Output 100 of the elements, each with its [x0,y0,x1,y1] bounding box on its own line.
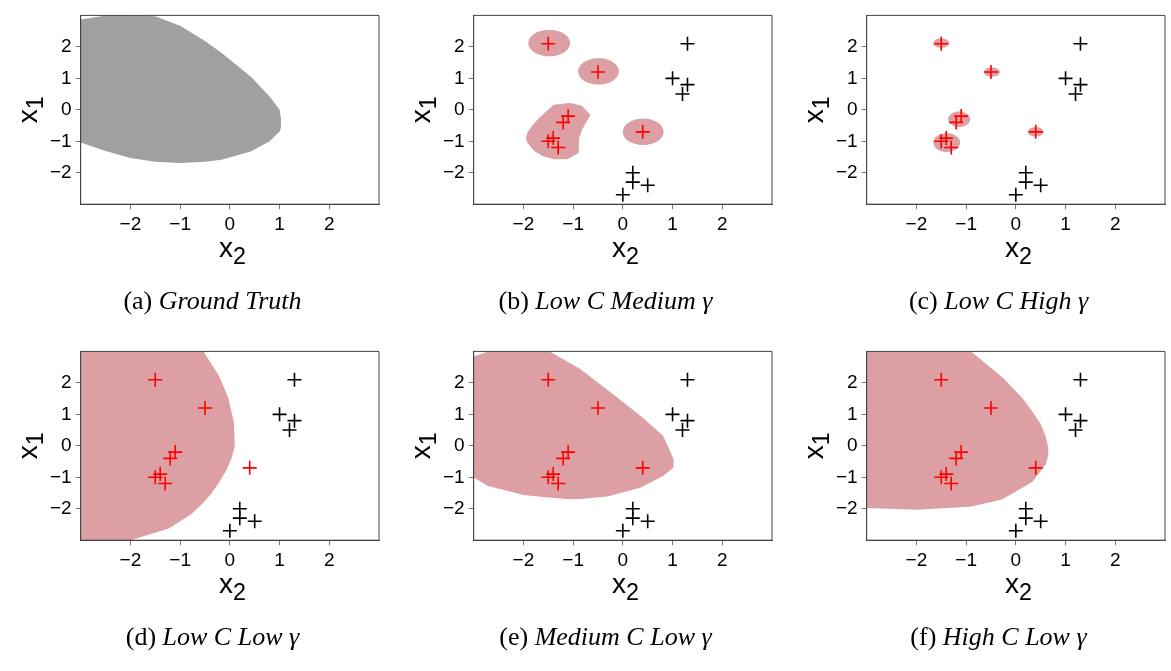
x-tick-label: 1 [1060,548,1071,570]
y-tick-label: −2 [835,160,858,182]
y-tick-label: −2 [442,160,465,182]
point [540,371,557,388]
point [147,371,164,388]
point [560,108,576,124]
point [615,186,631,203]
point [281,422,298,438]
x-tick-label: 2 [1109,212,1121,234]
x-tick-label: 0 [1010,212,1022,234]
point [953,444,969,460]
point [664,406,681,423]
y-tick-label: 1 [847,402,858,424]
point [560,444,576,460]
x-tick-label: 2 [1109,548,1121,570]
x-tick-label: 2 [323,212,335,234]
point [590,400,606,416]
x-tick-label: 1 [667,548,678,570]
point [1032,513,1049,530]
x-axis-title: x$_{2}$ [1004,568,1033,606]
x-tick-label: −2 [905,548,928,570]
point [1057,406,1074,423]
point [286,412,303,429]
point [1017,510,1034,526]
point [1027,460,1044,476]
point [231,510,248,526]
x-tick-label: 2 [716,212,728,234]
text: (c) Low C High γ [908,286,1089,315]
point [241,460,258,476]
x-tick-label: −1 [169,548,191,570]
x-tick-label: −1 [562,212,584,234]
x-axis-title: x$_{2}$ [218,568,247,606]
x-tick-label: 1 [1060,212,1071,234]
y-tick-label: −1 [49,129,72,151]
point [983,400,999,416]
y-tick-label: 2 [454,35,465,57]
y-tick-label: 0 [454,434,465,456]
y-tick-label: −2 [835,496,858,518]
x-tick-label: 1 [274,212,285,234]
point [555,450,571,467]
x-tick-label: −2 [905,212,928,234]
point [933,35,950,52]
y-tick-label: −2 [49,160,72,182]
point [1072,371,1089,388]
y-tick-label: 1 [61,402,72,424]
x-tick-label: −2 [512,548,535,570]
text: (d) Low C Low γ [125,622,300,651]
y-tick-label: 2 [847,371,858,393]
point [948,450,964,467]
point [634,460,651,476]
x-tick-label: 0 [1010,548,1022,570]
y-tick-label: 1 [454,66,465,88]
point [286,371,303,388]
point [679,76,696,93]
point [1032,177,1049,194]
point [1067,422,1084,438]
point [674,422,691,438]
point [948,114,964,131]
x-tick-label: 0 [617,548,629,570]
y-tick-label: 2 [847,35,858,57]
point [639,513,656,530]
y-tick-label: 1 [847,66,858,88]
point [271,406,288,423]
x-axis-title: x$_{2}$ [1004,232,1033,270]
point [639,177,656,194]
point [555,114,571,131]
point [679,371,696,388]
x-tick-label: 1 [274,548,285,570]
y-tick-label: −2 [442,496,465,518]
point [933,371,950,388]
y-tick-label: 0 [454,98,465,120]
y-tick-label: −1 [835,465,858,487]
x-tick-label: 1 [667,212,678,234]
y-tick-label: 1 [454,402,465,424]
text: (e) Medium C Low γ [499,622,712,651]
y-tick-label: −1 [442,465,465,487]
y-tick-label: 2 [61,35,72,57]
point [246,513,263,530]
point [615,522,631,539]
y-tick-label: 2 [454,371,465,393]
x-axis-title: x$_{2}$ [218,232,247,270]
x-tick-label: −2 [512,212,535,234]
point [197,400,213,416]
text: (a) Ground Truth [123,286,302,315]
x-tick-label: 2 [716,548,728,570]
y-tick-label: 0 [847,434,858,456]
x-tick-label: 0 [617,212,629,234]
point [1057,70,1074,87]
point [167,444,183,460]
y-tick-label: −1 [835,129,858,151]
x-axis-title: x$_{2}$ [611,568,640,606]
x-tick-label: −1 [955,548,977,570]
point [679,412,696,429]
x-tick-label: 2 [323,548,335,570]
point [1008,522,1024,539]
x-tick-label: 0 [224,548,236,570]
x-axis-title: x$_{2}$ [611,232,640,270]
point [674,86,691,102]
point [1067,86,1084,102]
point [1072,76,1089,93]
